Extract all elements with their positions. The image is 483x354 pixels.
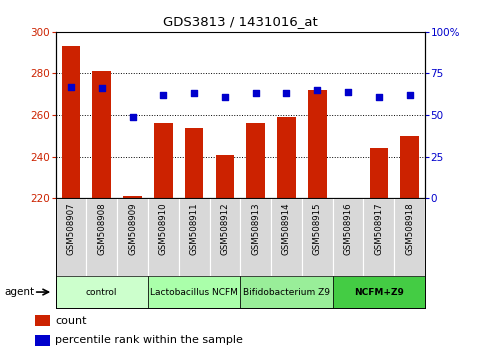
Text: GSM508914: GSM508914 [282,202,291,255]
Text: agent: agent [5,287,35,297]
Bar [56,198,86,276]
Bar [277,117,296,198]
Point [128,114,136,120]
Bar [240,198,271,276]
Text: GSM508912: GSM508912 [220,202,229,255]
Text: percentile rank within the sample: percentile rank within the sample [55,335,243,346]
Bar [179,198,210,276]
Bar [394,198,425,276]
Point [313,87,321,93]
Bar [210,198,240,276]
Text: GSM508907: GSM508907 [67,202,75,255]
Point [159,92,167,98]
Bar [86,198,117,276]
Text: GDS3813 / 1431016_at: GDS3813 / 1431016_at [163,15,318,28]
Text: GSM508915: GSM508915 [313,202,322,255]
Bar [271,198,302,276]
Bar [148,198,179,276]
Bar [333,198,364,276]
Bar [35,335,50,346]
Text: Lactobacillus NCFM: Lactobacillus NCFM [150,287,238,297]
Point [98,86,106,91]
Bar [148,276,241,308]
Bar [62,46,80,198]
Bar [302,198,333,276]
Text: count: count [55,316,86,326]
Text: GSM508913: GSM508913 [251,202,260,255]
Bar [154,123,172,198]
Text: GSM508910: GSM508910 [159,202,168,255]
Text: Bifidobacterium Z9: Bifidobacterium Z9 [243,287,330,297]
Text: GSM508918: GSM508918 [405,202,414,255]
Point [190,91,198,96]
Text: GSM508908: GSM508908 [97,202,106,255]
Point [283,91,290,96]
Bar [240,276,333,308]
Bar [369,148,388,198]
Point [344,89,352,95]
Text: GSM508909: GSM508909 [128,202,137,255]
Point [221,94,229,99]
Text: GSM508917: GSM508917 [374,202,384,255]
Point [406,92,413,98]
Text: control: control [86,287,117,297]
Point [375,94,383,99]
Bar [333,276,425,308]
Text: NCFM+Z9: NCFM+Z9 [354,287,404,297]
Bar [185,127,203,198]
Bar [364,198,394,276]
Point [252,91,259,96]
Bar [215,155,234,198]
Bar [123,196,142,198]
Point [67,84,75,90]
Bar [308,90,327,198]
Bar [56,276,148,308]
Bar [117,198,148,276]
Bar [92,72,111,198]
Text: GSM508916: GSM508916 [343,202,353,255]
Bar [246,123,265,198]
Bar [400,136,419,198]
Bar [35,315,50,326]
Text: GSM508911: GSM508911 [190,202,199,255]
